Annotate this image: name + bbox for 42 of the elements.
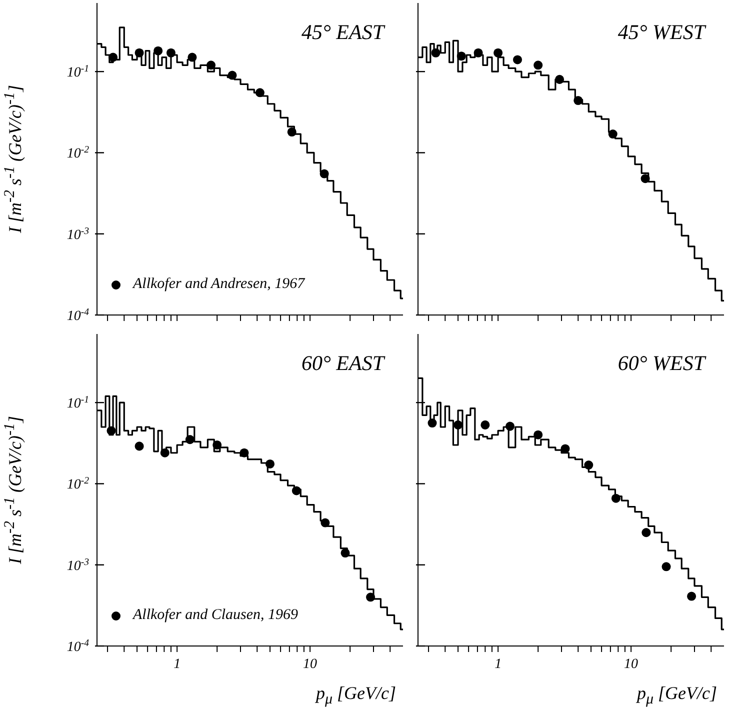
y-tick-label: 10$^{-1}$ [66,63,89,81]
point [240,448,249,458]
point [584,460,594,470]
point [506,422,515,431]
legend-label: Allkofer and Clausen, 1969 [133,607,298,624]
x-tick-label: 1 [174,657,181,672]
y-tick-label: 10$^{-3}$ [66,225,90,243]
point [185,435,194,444]
legend-label: Allkofer and Andresen, 1967 [133,276,305,293]
y-tick-label: 10$^{-4}$ [66,306,90,324]
point [266,459,275,468]
point [662,562,671,572]
text: 60° WEST [618,351,705,376]
x-tick-label: 10 [303,657,318,672]
point [160,448,170,458]
point [431,48,440,58]
text: 60° EAST [302,351,384,376]
point [428,418,437,428]
y-tick-label: 10$^{-2}$ [66,144,90,162]
y-tick-label: 10$^{-3}$ [66,556,90,574]
y-tick-label: 10$^{-4}$ [66,638,90,655]
point [494,48,503,58]
point [555,74,564,84]
x-axis-title: p$_{μ}$ [GeV/c] [316,683,396,709]
point [454,420,463,430]
point [480,420,490,430]
text: 45° WEST [618,20,705,45]
point [134,442,144,451]
x-tick-label: 10 [624,657,638,672]
point [687,592,696,601]
point [611,494,620,503]
point [512,55,522,64]
x-axis-title: p$_{μ}$ [GeV/c] [636,683,717,709]
point [292,486,301,496]
point [534,60,543,70]
y-tick-label: 10$^{-1}$ [66,394,89,412]
x-tick-label: 1 [494,657,502,672]
text: 45° EAST [302,20,384,45]
point [212,440,222,450]
point [106,426,116,436]
point [474,48,483,58]
y-tick-label: 10$^{-2}$ [66,475,90,493]
